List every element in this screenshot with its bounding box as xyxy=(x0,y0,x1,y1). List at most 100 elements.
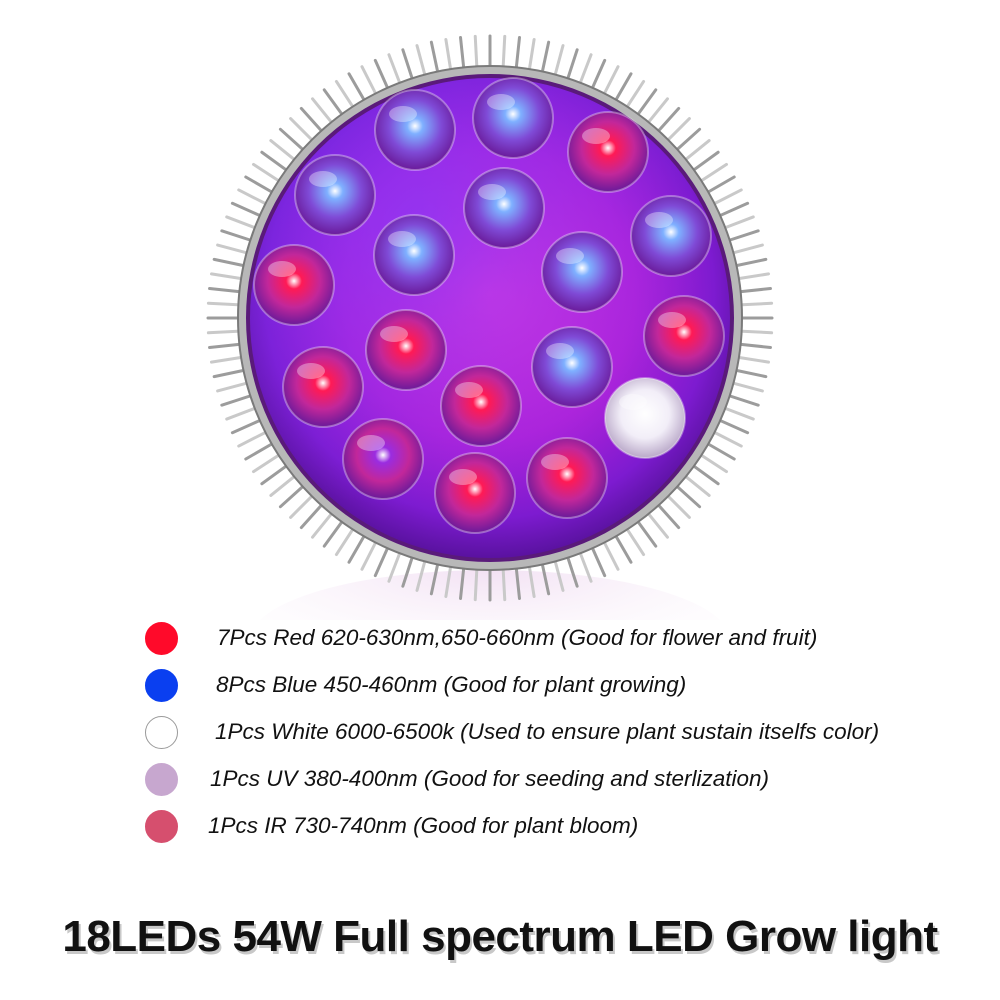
heat-sink-fin xyxy=(735,272,771,281)
heat-sink-fin xyxy=(473,34,479,70)
heat-sink-fin xyxy=(527,37,536,73)
heat-sink-fin xyxy=(401,48,415,82)
heat-sink-fin xyxy=(444,563,453,599)
ir-dot-icon xyxy=(145,809,178,843)
legend-label-red: 7Pcs Red 620-630nm,650-660nm (Good for f… xyxy=(217,625,818,650)
led-highlight xyxy=(658,312,686,328)
heat-sink-fin xyxy=(244,175,275,195)
heat-sink-fin xyxy=(711,188,743,207)
led-highlight xyxy=(546,343,574,359)
uv-dot-icon xyxy=(145,762,178,796)
heat-sink-fin xyxy=(334,79,356,110)
led-highlight xyxy=(582,128,610,144)
heat-sink-fin xyxy=(690,150,720,173)
led-highlight xyxy=(478,184,506,200)
heat-sink-fin xyxy=(726,229,760,243)
legend-item-ir: 1Pcs IR 730-740nm (Good for plant bloom) xyxy=(145,808,638,844)
heat-sink-fin xyxy=(674,483,702,509)
headline-shadow: 18LEDs 54W Full spectrum LED Grow light xyxy=(64,915,940,964)
heat-sink-fin xyxy=(655,106,681,134)
led-highlight xyxy=(357,435,385,451)
heat-sink-fin xyxy=(635,518,658,548)
heat-sink-fin xyxy=(216,243,251,255)
heat-sink-fin xyxy=(729,381,764,393)
heat-sink-fin xyxy=(373,544,390,578)
heat-sink-fin xyxy=(401,554,415,588)
heat-sink-fin xyxy=(578,53,593,87)
heat-sink-fin xyxy=(322,518,345,548)
heat-sink-fin xyxy=(624,526,646,557)
heat-sink-fin xyxy=(225,406,259,421)
heat-sink-fin xyxy=(565,554,579,588)
heat-sink-fin xyxy=(208,287,243,294)
heat-sink-fin xyxy=(244,441,275,461)
heat-sink-fin xyxy=(514,36,521,71)
led-blue xyxy=(472,77,554,159)
heat-sink-fin xyxy=(360,65,379,97)
led-blue xyxy=(531,326,613,408)
heat-sink-fin xyxy=(645,510,669,539)
led-highlight xyxy=(556,248,584,264)
heat-sink-fin xyxy=(459,565,466,600)
heat-sink-fin xyxy=(415,557,427,592)
heat-sink-fin xyxy=(225,215,259,230)
heat-sink-fin xyxy=(705,441,736,461)
heat-sink-fin xyxy=(690,463,720,486)
led-red xyxy=(434,452,516,534)
heat-sink-fin xyxy=(387,549,402,583)
led-highlight xyxy=(455,382,483,398)
heat-sink-fin xyxy=(733,368,768,379)
led-highlight xyxy=(380,326,408,342)
heat-sink-fin xyxy=(590,544,607,578)
heat-sink-fin xyxy=(212,257,247,268)
led-red xyxy=(643,295,725,377)
heat-sink-fin xyxy=(645,97,669,126)
legend-item-white: 1Pcs White 6000-6500k (Used to ensure pl… xyxy=(145,714,879,750)
led-highlight xyxy=(619,394,647,410)
heat-sink-fins xyxy=(206,34,774,602)
led-highlight xyxy=(449,469,477,485)
legend-label-ir: 1Pcs IR 730-740nm (Good for plant bloom) xyxy=(208,813,639,838)
led-highlight xyxy=(297,363,325,379)
led-highlight xyxy=(268,261,296,277)
heat-sink-fin xyxy=(209,272,245,281)
heat-sink-fin xyxy=(682,139,711,163)
heat-sink-fin xyxy=(674,127,702,153)
heat-sink-fin xyxy=(514,565,521,600)
heat-sink-fin xyxy=(206,301,242,307)
heat-sink-fin xyxy=(590,58,607,92)
legend-item-blue: 8Pcs Blue 450-460nm (Good for plant grow… xyxy=(145,667,686,703)
heat-sink-fin xyxy=(429,561,440,596)
heat-sink-fin xyxy=(269,473,298,497)
heat-sink-fin xyxy=(527,563,536,599)
led-highlight xyxy=(388,231,416,247)
heat-sink-fin xyxy=(716,201,750,218)
heat-sink-fin xyxy=(360,539,379,571)
heat-sink-fin xyxy=(237,188,269,207)
legend-label-uv: 1Pcs UV 380-400nm (Good for seeding and … xyxy=(210,766,770,791)
heat-sink-fin xyxy=(729,243,764,255)
heat-sink-fin xyxy=(334,526,356,557)
heat-sink-fin xyxy=(299,106,325,134)
heat-sink-fin xyxy=(459,36,466,71)
heat-sink-fin xyxy=(230,418,264,435)
heat-sink-fin xyxy=(601,539,620,571)
led-blue xyxy=(541,231,623,313)
led-white xyxy=(604,377,686,459)
led-blue xyxy=(294,154,376,236)
heat-sink-fin xyxy=(429,40,440,75)
heat-sink-fin xyxy=(601,65,620,97)
heat-sink-fin xyxy=(578,549,593,583)
heat-sink-fin xyxy=(698,162,729,184)
heat-sink-fin xyxy=(216,381,251,393)
heat-sink-fin xyxy=(311,510,335,539)
heat-sink-fin xyxy=(737,287,772,294)
heat-sink-fin xyxy=(501,34,507,70)
heat-sink-fin xyxy=(208,342,243,349)
heat-sink-fin xyxy=(613,72,633,103)
led-red xyxy=(253,244,335,326)
led-highlight xyxy=(309,171,337,187)
heat-sink-fin xyxy=(733,257,768,268)
heat-sink-fin xyxy=(540,40,551,75)
heat-sink-fin xyxy=(735,355,771,364)
